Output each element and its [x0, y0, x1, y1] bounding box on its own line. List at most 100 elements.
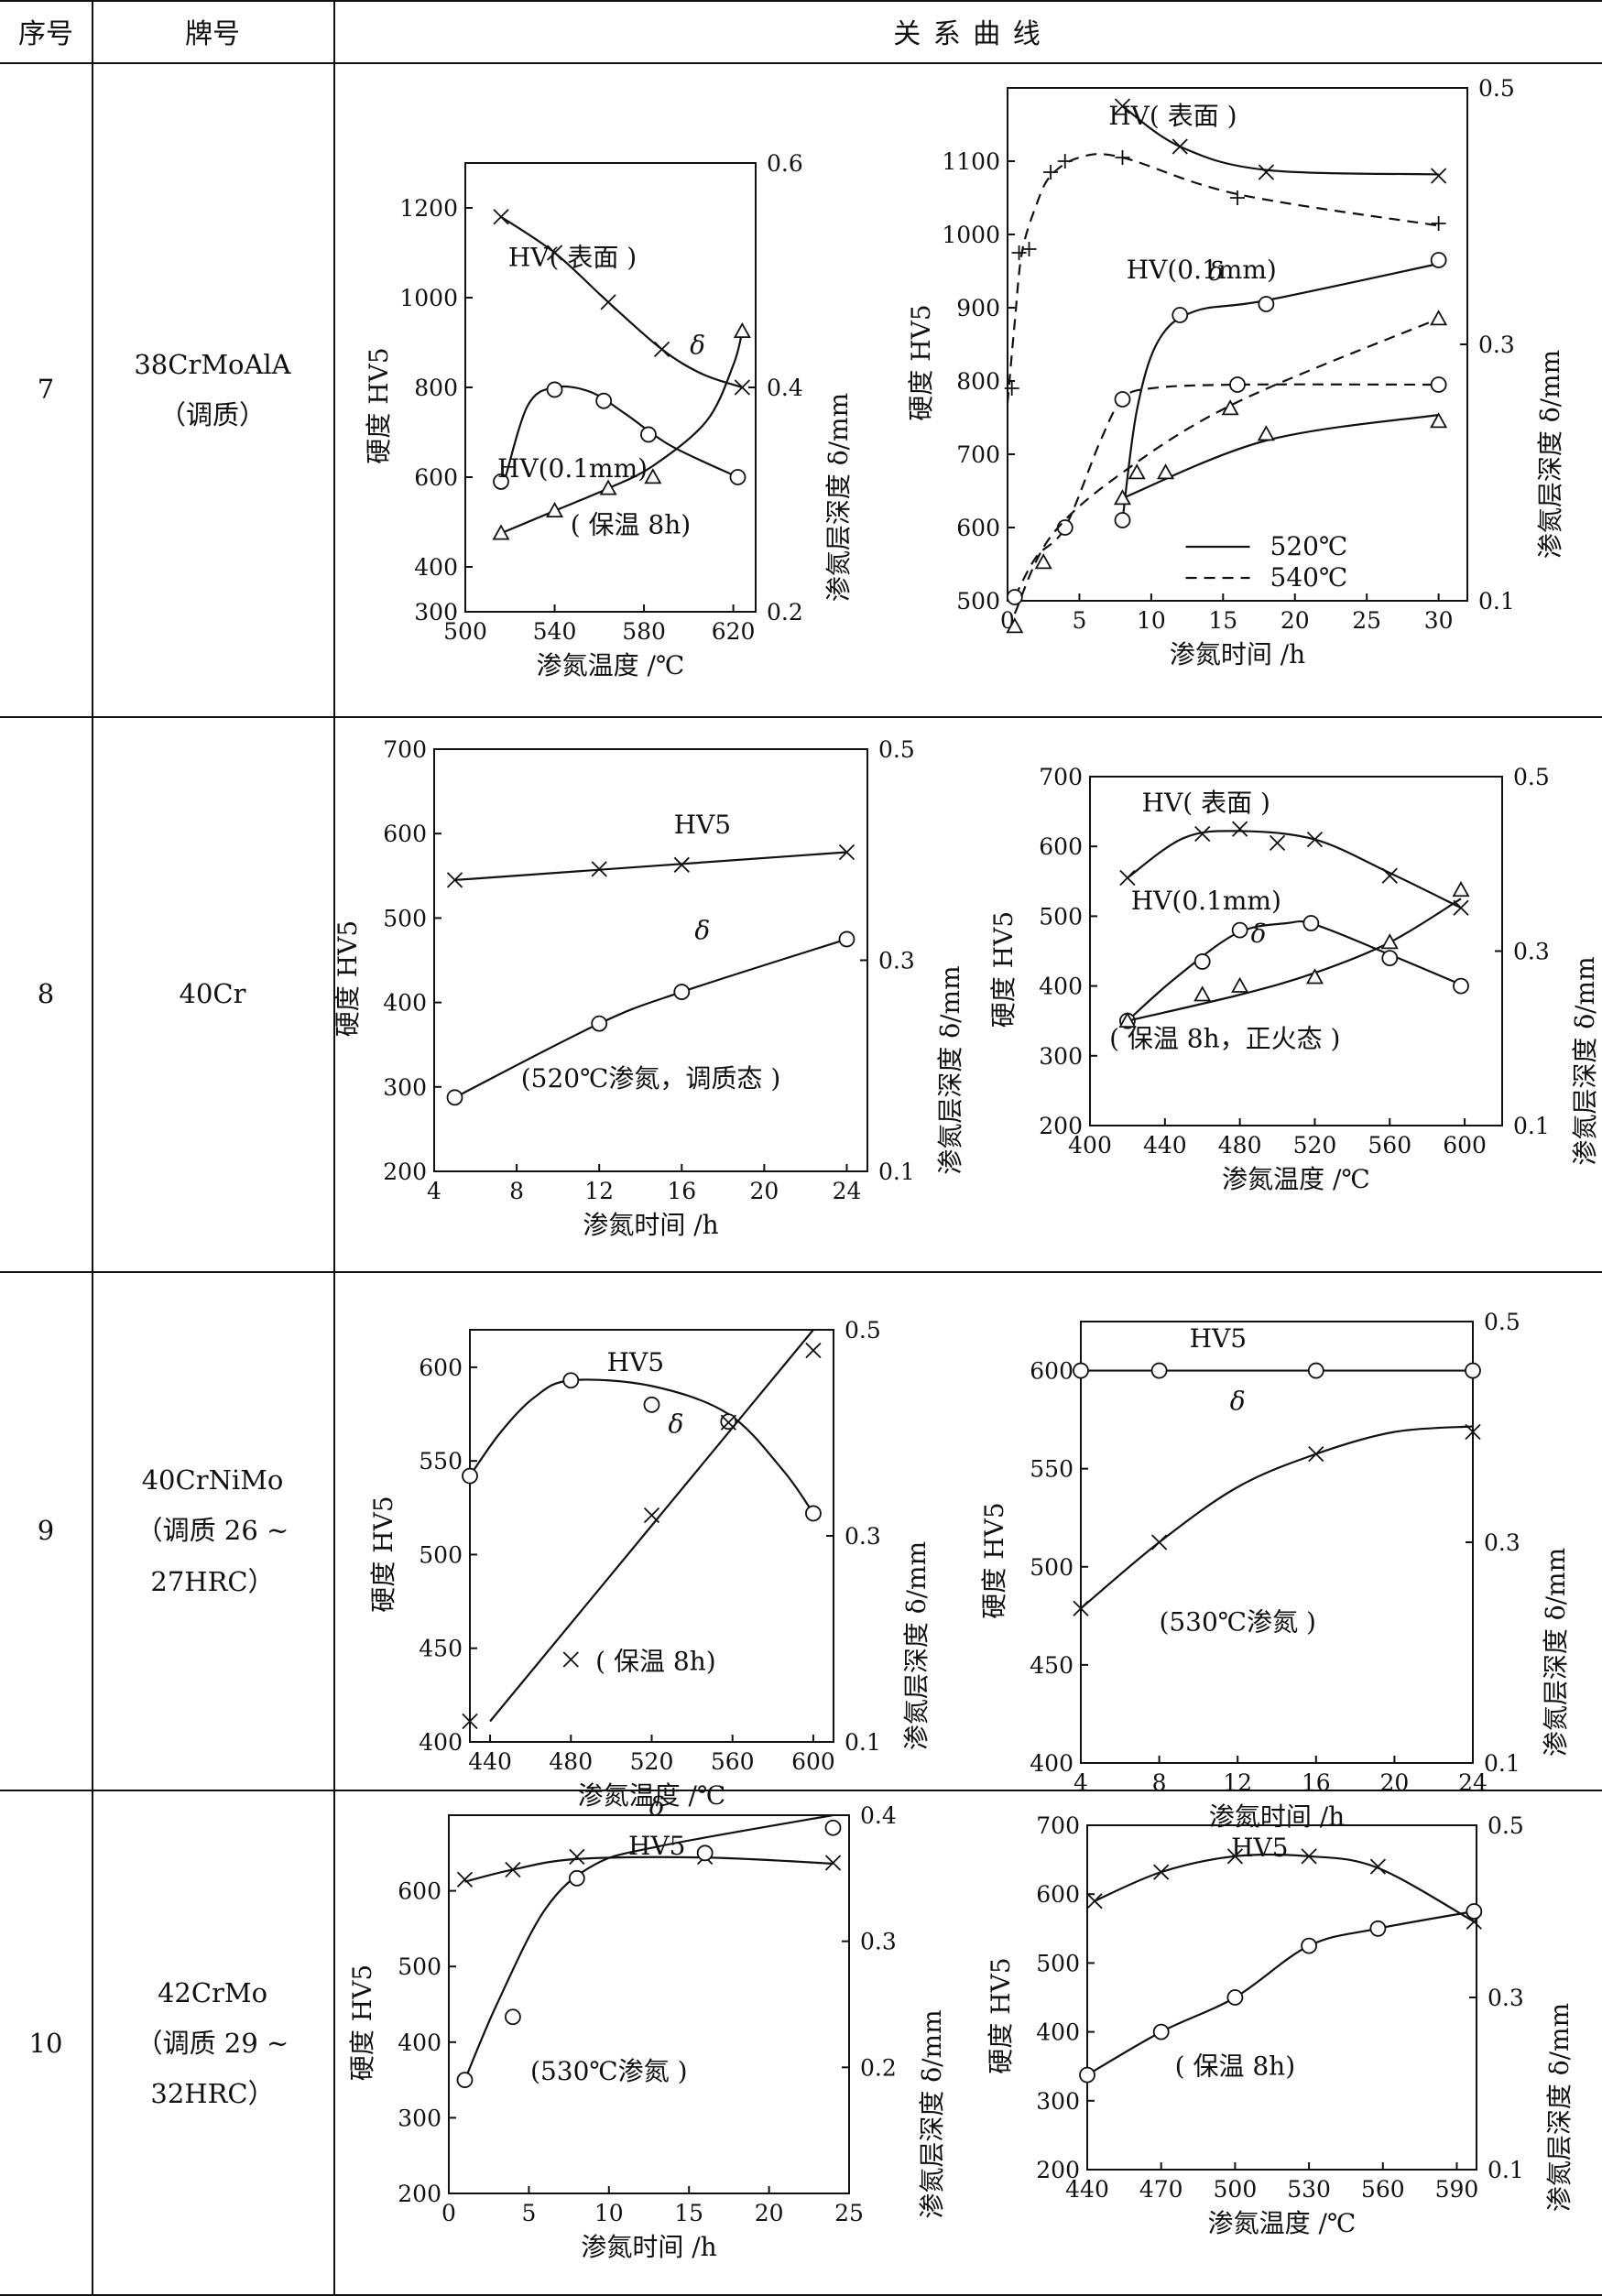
chart0-y-axis-label: 硬度 HV5 [364, 347, 394, 463]
chart3-point-triangle [1380, 933, 1399, 950]
chart2-plot-frame [433, 748, 868, 1172]
chart4-point-cross [562, 1651, 579, 1668]
chart3-point-triangle [1193, 985, 1212, 1002]
chart2-x-tick-label: 12 [584, 1178, 614, 1204]
chart4-point-cross [720, 1414, 736, 1431]
chart0-point-circle [493, 473, 509, 490]
chart5-y2-tick-label: 0.1 [1484, 1750, 1520, 1777]
chart1-x-tick-label: 20 [1281, 607, 1310, 634]
chart2-x-axis-label: 渗氮时间 /h [583, 1210, 718, 1240]
chart2-point-cross [446, 872, 463, 888]
chart0-y2-tick-label: 0.6 [767, 150, 803, 177]
chart4-x-tick-label: 520 [630, 1748, 674, 1775]
chart3-point-triangle [1118, 1011, 1137, 1028]
chart0-point-triangle [546, 501, 564, 518]
chart3-y-tick-label: 500 [1039, 903, 1083, 930]
chart0-y2-axis-label: 渗氮层深度 δ/mm [823, 393, 854, 602]
chart2-annotation: δ [694, 915, 710, 945]
chart6-x-tick-label: 10 [594, 2200, 624, 2226]
chart1-point-cross [1430, 168, 1447, 184]
chart3-point-triangle [1452, 880, 1470, 898]
chart0-annotation: HV( 表面 ) [508, 243, 637, 273]
chart1-point-plus [1115, 150, 1130, 165]
chart5-point-circle [1465, 1362, 1481, 1379]
table-rule [0, 62, 1602, 64]
row-7-grade: 38CrMoAlA （调质） [134, 348, 291, 430]
chart2-y-tick-label: 600 [383, 821, 427, 847]
chart1-series-line [1013, 317, 1440, 615]
chart5-x-tick-label: 8 [1152, 1769, 1167, 1796]
chart7-point-cross [1369, 1858, 1387, 1875]
chart5-x-axis-label: 渗氮时间 /h [1209, 1801, 1345, 1832]
chart1-point-triangle [1113, 489, 1132, 506]
chart3-x-tick-label: 600 [1443, 1132, 1487, 1159]
chart6-y-tick-label: 600 [398, 1878, 441, 1905]
chart1-annotation: δ [1208, 256, 1224, 287]
chart2-y-axis-label: 硬度 HV5 [332, 920, 363, 1037]
chart2-y-tick-label: 700 [383, 736, 427, 763]
chart7-x-tick-label: 560 [1361, 2176, 1405, 2203]
chart5-point-circle [1073, 1362, 1089, 1379]
chart7-x-tick-label: 530 [1287, 2176, 1331, 2203]
chart4-y-tick-label: 400 [419, 1729, 463, 1756]
chart6-point-cross [824, 1855, 842, 1871]
chart6-annotation: HV5 [628, 1831, 685, 1861]
chart6-point-circle [456, 2072, 474, 2089]
chart0-point-circle [546, 381, 563, 398]
chart6-x-tick-label: 25 [834, 2200, 864, 2226]
chart7-series-line [1094, 1853, 1475, 1923]
chart4-y-tick-label: 500 [419, 1541, 463, 1568]
chart5-point-cross [1308, 1445, 1324, 1463]
chart2-annotation: (520℃渗氮，调质态 ) [521, 1063, 781, 1094]
chart0-x-tick-label: 500 [443, 618, 487, 645]
chart1-x-tick-label: 5 [1072, 607, 1086, 634]
chart7-x-tick-label: 470 [1139, 2176, 1183, 2203]
chart7-series-line [1086, 1910, 1475, 2076]
chart3-series-line [1127, 898, 1462, 1022]
chart6-point-circle [505, 2008, 521, 2026]
chart4-point-cross [643, 1507, 660, 1524]
chart2-point-circle [446, 1089, 463, 1106]
chart2-point-circle [673, 984, 691, 1000]
chart2-x-tick-label: 4 [427, 1178, 441, 1204]
chart6-y-tick-label: 300 [398, 2105, 441, 2131]
chart4-x-axis-label: 渗氮温度 /℃ [578, 1780, 726, 1811]
table-rule [0, 1271, 1602, 1273]
chart3-point-cross [1232, 821, 1248, 837]
chart5-y-tick-label: 500 [1030, 1554, 1073, 1581]
table-rule [0, 716, 1602, 718]
chart5-point-circle [1307, 1362, 1324, 1379]
chart6-y2-tick-label: 0.4 [860, 1802, 897, 1829]
chart0-point-circle [729, 469, 747, 485]
chart6-x-tick-label: 20 [755, 2200, 784, 2226]
chart6-y2-tick-label: 0.2 [860, 2054, 897, 2081]
chart2-y-tick-label: 300 [383, 1074, 427, 1101]
chart1-y-tick-label: 1100 [942, 148, 1000, 175]
chart5-y-tick-label: 450 [1030, 1652, 1073, 1679]
chart0-series-line [500, 215, 743, 389]
chart5-annotation: (530℃渗氮 ) [1159, 1606, 1316, 1637]
chart6-point-circle [824, 1819, 842, 1836]
chart5-annotation: δ [1230, 1386, 1246, 1416]
chart1-y2-axis-label: 渗氮层深度 δ/mm [1535, 350, 1565, 559]
chart2-y2-tick-label: 0.3 [878, 948, 915, 974]
chart0-y-tick-label: 300 [414, 599, 458, 626]
chart3-x-tick-label: 440 [1143, 1132, 1187, 1159]
chart0-series-line [504, 385, 738, 478]
chart1-legend-label: 520℃ [1270, 531, 1348, 561]
chart7-point-cross [1153, 1864, 1170, 1880]
chart5-annotation: HV5 [1190, 1323, 1247, 1354]
chart1-point-triangle [1157, 463, 1175, 480]
chart6-x-axis-label: 渗氮时间 /h [581, 2232, 716, 2262]
chart3-y-axis-label: 硬度 HV5 [988, 911, 1019, 1028]
chart4-y-tick-label: 600 [419, 1355, 463, 1381]
row-7-no: 7 [37, 374, 55, 406]
chart1-point-circle [1114, 512, 1131, 528]
chart3-plot-frame [1089, 776, 1503, 1126]
chart1-series-line [1013, 383, 1439, 598]
chart4-annotation: δ [669, 1409, 684, 1440]
row-10-no: 10 [28, 2027, 63, 2059]
chart6-annotation: (530℃渗氮 ) [530, 2056, 688, 2086]
chart4-y2-tick-label: 0.1 [845, 1729, 881, 1756]
chart2-y2-axis-label: 渗氮层深度 δ/mm [935, 965, 965, 1174]
